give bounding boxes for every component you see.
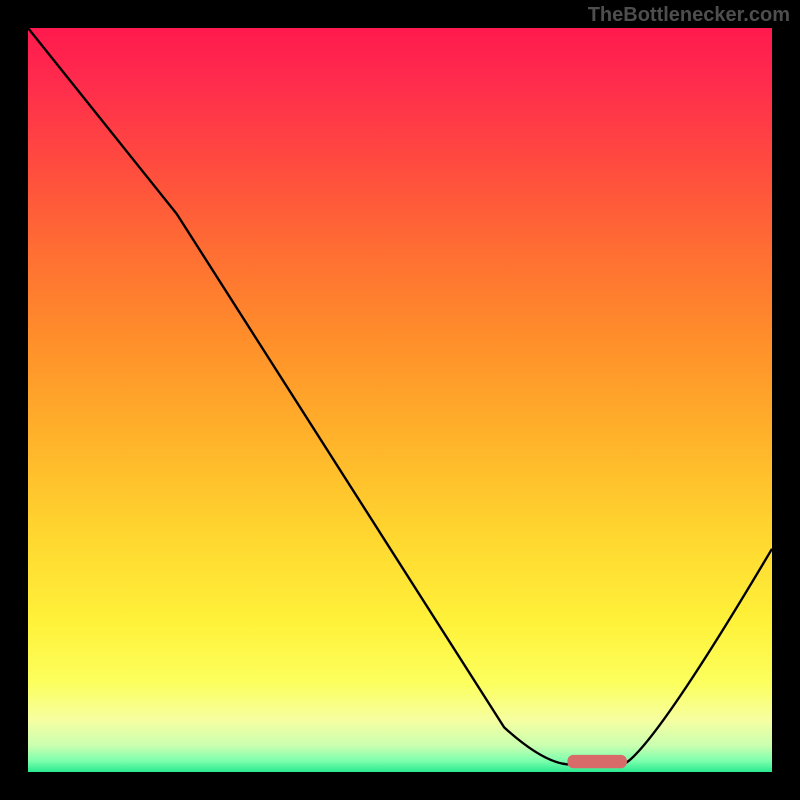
red-pill-marker <box>567 755 627 768</box>
plot-background <box>28 28 772 772</box>
chart-svg <box>0 0 800 800</box>
chart-stage: TheBottlenecker.com <box>0 0 800 800</box>
watermark-text: TheBottlenecker.com <box>588 4 790 27</box>
